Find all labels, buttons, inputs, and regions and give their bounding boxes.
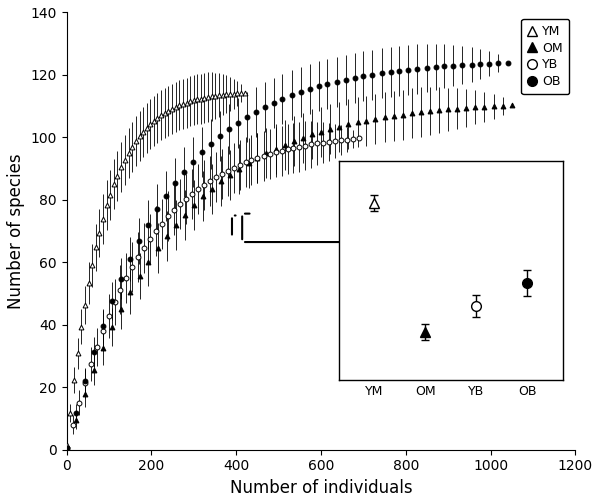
Y-axis label: Number of species: Number of species (7, 153, 25, 309)
Legend: YM, OM, YB, OB: YM, OM, YB, OB (521, 19, 569, 94)
X-axis label: Number of individuals: Number of individuals (230, 479, 412, 497)
